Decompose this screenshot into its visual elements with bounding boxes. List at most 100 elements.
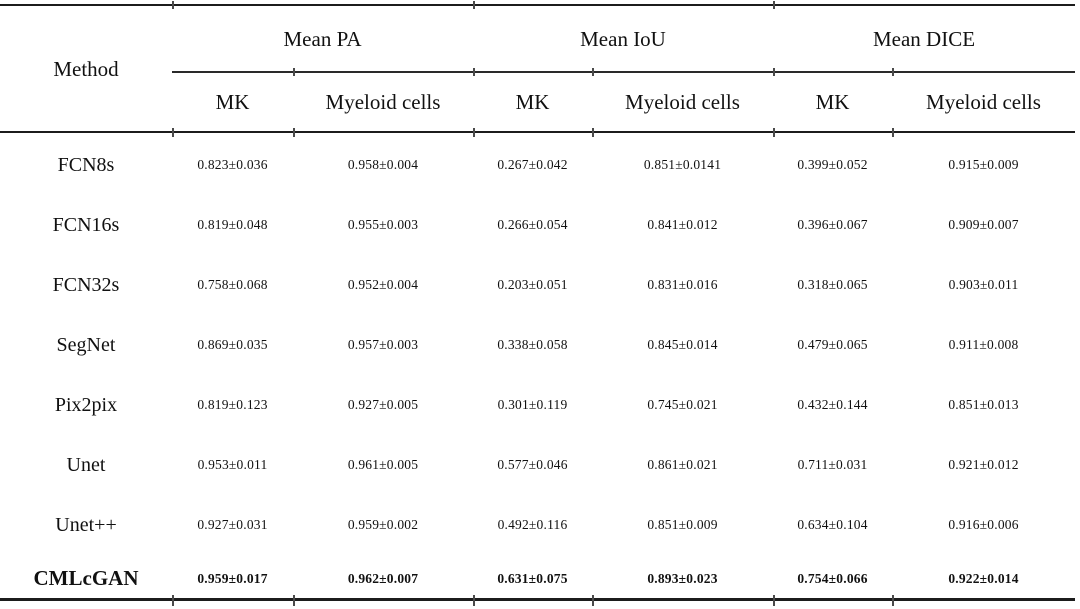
table-row: FCN16s 0.819±0.048 0.955±0.003 0.266±0.054 0…: [0, 195, 1075, 255]
method-column-header: Method: [53, 57, 119, 81]
table-row: SegNet 0.869±0.035 0.957±0.003 0.338±0.058 0…: [0, 315, 1075, 375]
method-cell: FCN16s: [52, 213, 120, 236]
column-tick: [473, 68, 475, 76]
value-cell: 0.399±0.052: [797, 157, 868, 172]
table-row: CMLcGAN 0.959±0.017 0.962±0.007 0.631±0.075…: [0, 555, 1075, 602]
value-cell: 0.203±0.051: [497, 277, 568, 292]
table-row: FCN32s 0.758±0.068 0.952±0.004 0.203±0.051 0…: [0, 255, 1075, 315]
value-cell: 0.823±0.036: [197, 157, 268, 172]
value-cell: 0.338±0.058: [497, 337, 568, 352]
value-cell: 0.861±0.021: [647, 457, 718, 472]
value-cell: 0.927±0.031: [197, 517, 268, 532]
value-cell: 0.922±0.014: [948, 570, 1019, 586]
value-cell: 0.916±0.006: [948, 517, 1019, 532]
value-cell: 0.851±0.013: [948, 397, 1019, 412]
table-row: FCN8s 0.823±0.036 0.958±0.004 0.267±0.042 0.…: [0, 135, 1075, 195]
value-cell: 0.957±0.003: [347, 337, 419, 352]
value-cell: 0.819±0.048: [197, 217, 268, 232]
value-cell: 0.845±0.014: [647, 337, 718, 352]
column-tick: [172, 128, 174, 137]
value-cell: 0.577±0.046: [497, 457, 568, 472]
table-row: Unet++ 0.927±0.031 0.959±0.002 0.492±0.116 0…: [0, 495, 1075, 555]
value-cell: 0.432±0.144: [797, 397, 868, 412]
method-cell: SegNet: [56, 333, 116, 356]
group-header-mean-dice: Mean DICE: [872, 26, 976, 51]
column-tick: [892, 68, 894, 76]
value-cell: 0.962±0.007: [347, 570, 419, 586]
value-cell: 0.961±0.005: [347, 457, 419, 472]
value-cell: 0.915±0.009: [948, 157, 1019, 172]
value-cell: 0.634±0.104: [797, 517, 868, 532]
value-cell: 0.301±0.119: [497, 397, 568, 412]
group-header-mean-pa: Mean PA: [283, 26, 362, 51]
column-tick: [473, 595, 475, 606]
column-tick: [892, 128, 894, 137]
header-group-rule: [172, 71, 1075, 73]
value-cell: 0.754±0.066: [797, 570, 868, 586]
column-tick: [592, 595, 594, 606]
value-cell: 0.758±0.068: [197, 277, 268, 292]
value-cell: 0.266±0.054: [497, 217, 568, 232]
value-cell: 0.959±0.002: [347, 517, 419, 532]
value-cell: 0.479±0.065: [797, 337, 868, 352]
method-cell: FCN32s: [52, 273, 120, 296]
value-cell: 0.927±0.005: [347, 397, 419, 412]
value-cell: 0.869±0.035: [197, 337, 268, 352]
column-tick: [773, 68, 775, 76]
sub-header-mk: MK: [815, 90, 850, 114]
value-cell: 0.267±0.042: [497, 157, 568, 172]
method-cell: Unet: [66, 453, 106, 476]
sub-header-mk: MK: [215, 90, 250, 114]
column-tick: [172, 595, 174, 606]
method-cell: Pix2pix: [54, 393, 118, 416]
value-cell: 0.831±0.016: [647, 277, 718, 292]
value-cell: 0.851±0.009: [647, 517, 718, 532]
value-cell: 0.909±0.007: [948, 217, 1019, 232]
value-cell: 0.631±0.075: [497, 570, 568, 586]
sub-header-myeloid-cells: Myeloid cells: [926, 90, 1041, 114]
column-tick: [773, 595, 775, 606]
value-cell: 0.318±0.065: [797, 277, 868, 292]
value-cell: 0.959±0.017: [197, 570, 268, 586]
column-tick: [892, 595, 894, 606]
value-cell: 0.819±0.123: [197, 397, 268, 412]
value-cell: 0.745±0.021: [647, 397, 718, 412]
value-cell: 0.893±0.023: [647, 570, 718, 586]
table-row: Unet 0.953±0.011 0.961±0.005 0.577±0.046 0.8…: [0, 435, 1075, 495]
value-cell: 0.841±0.012: [647, 217, 718, 232]
column-tick: [293, 68, 295, 76]
column-tick: [473, 1, 475, 9]
column-tick: [293, 595, 295, 606]
value-cell: 0.952±0.004: [347, 277, 419, 292]
table-body: FCN8s 0.823±0.036 0.958±0.004 0.267±0.042 0.…: [0, 135, 1075, 602]
table-bottom-rule: [0, 598, 1075, 601]
value-cell: 0.921±0.012: [948, 457, 1019, 472]
method-cell: Unet++: [55, 513, 117, 536]
column-tick: [773, 1, 775, 9]
column-tick: [293, 128, 295, 137]
table-top-rule: [0, 4, 1075, 6]
column-tick: [473, 128, 475, 137]
column-tick: [773, 128, 775, 137]
value-cell: 0.492±0.116: [497, 517, 568, 532]
value-cell: 0.911±0.008: [948, 337, 1019, 352]
column-tick: [592, 128, 594, 137]
value-cell: 0.955±0.003: [347, 217, 419, 232]
sub-header-myeloid-cells: Myeloid cells: [625, 90, 740, 114]
value-cell: 0.851±0.0141: [643, 157, 722, 172]
value-cell: 0.396±0.067: [797, 217, 868, 232]
column-tick: [592, 68, 594, 76]
method-cell: FCN8s: [57, 153, 115, 176]
value-cell: 0.903±0.011: [948, 277, 1019, 292]
group-header-mean-iou: Mean IoU: [580, 26, 666, 51]
value-cell: 0.711±0.031: [797, 457, 868, 472]
sub-header-mk: MK: [515, 90, 550, 114]
sub-header-myeloid-cells: Myeloid cells: [325, 90, 441, 114]
column-tick: [172, 1, 174, 9]
table-header: Method Mean PA Mean IoU Mean DICE MK Mye…: [0, 6, 1075, 133]
value-cell: 0.953±0.011: [197, 457, 268, 472]
header-separator-rule: [0, 131, 1075, 134]
value-cell: 0.958±0.004: [347, 157, 419, 172]
table-row: Pix2pix 0.819±0.123 0.927±0.005 0.301±0.119…: [0, 375, 1075, 435]
